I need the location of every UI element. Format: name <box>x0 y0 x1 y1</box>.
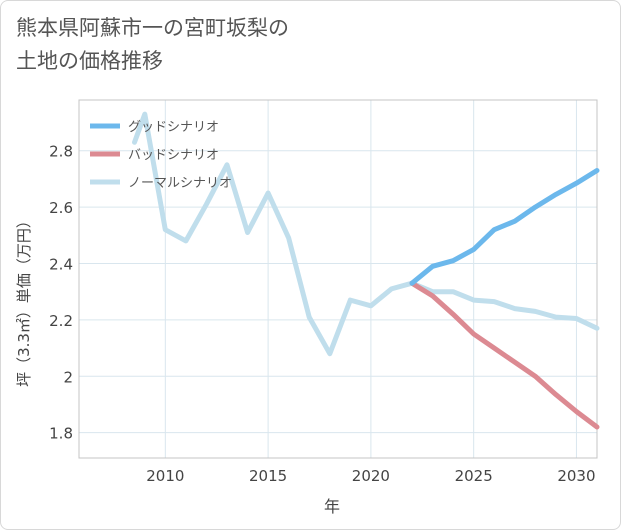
legend-label[interactable]: グッドシナリオ <box>128 120 219 135</box>
x-tick-label: 2015 <box>249 467 287 485</box>
x-tick-label: 2025 <box>455 467 493 485</box>
y-axis-label: 坪（3.3㎡）単価（万円） <box>15 213 33 387</box>
y-tick-label: 2.2 <box>49 312 73 330</box>
chart-title-line2: 土地の価格推移 <box>16 49 163 73</box>
grid <box>79 100 597 458</box>
x-tick-label: 2020 <box>352 467 390 485</box>
y-tick-label: 1.8 <box>49 425 73 443</box>
y-tick-label: 2.4 <box>49 255 73 273</box>
chart-title: 熊本県阿蘇市一の宮町坂梨の 土地の価格推移 <box>16 12 289 78</box>
series-line-1 <box>409 168 600 286</box>
series-lines <box>132 111 600 430</box>
plot-area <box>78 99 598 459</box>
x-axis-label: 年 <box>324 497 340 516</box>
series-line-3 <box>132 111 600 357</box>
y-axis-tick-labels: 1.8 2 2.2 2.4 2.6 2.8 <box>49 143 73 443</box>
series-line-2 <box>409 280 600 430</box>
legend-label[interactable]: ノーマルシナリオ <box>128 176 232 191</box>
chart-title-line1: 熊本県阿蘇市一の宮町坂梨の <box>16 16 289 40</box>
y-tick-label: 2 <box>63 368 73 386</box>
y-tick-label: 2.6 <box>49 199 73 217</box>
x-tick-label: 2010 <box>146 467 184 485</box>
y-tick-label: 2.8 <box>49 143 73 161</box>
legend-label[interactable]: バッドシナリオ <box>128 148 219 163</box>
x-tick-label: 2030 <box>557 467 595 485</box>
x-axis-tick-labels: 2010 2015 2020 2025 2030 <box>146 467 595 485</box>
